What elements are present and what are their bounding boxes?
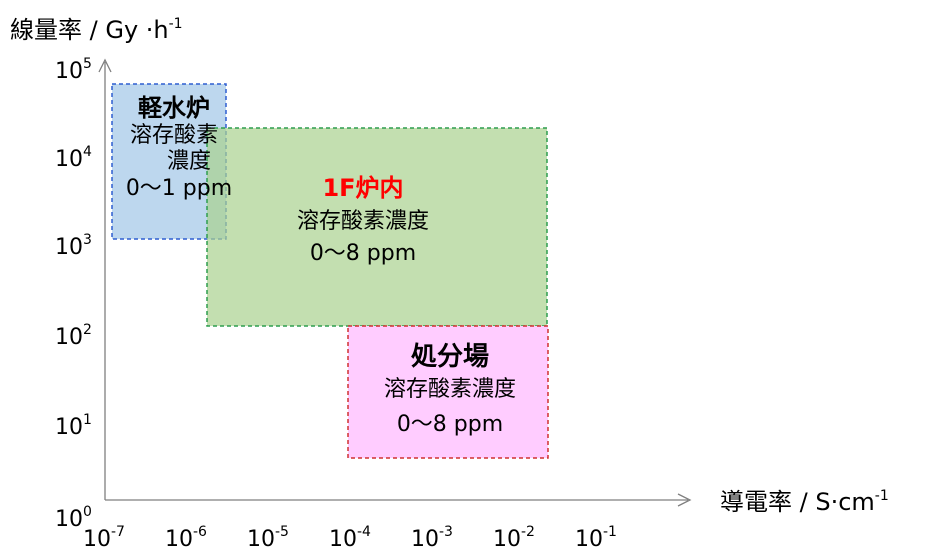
y-axis-title-main: 線量率 / Gy ·h <box>10 16 169 44</box>
y-axis-title: 線量率 / Gy ·h-1 <box>10 16 183 44</box>
region-1f-reactor <box>206 127 548 327</box>
y-tick-label: 103 <box>55 232 92 260</box>
disposal-oxygen-label: 溶存酸素濃度 <box>383 377 516 403</box>
x-tick-label: 10-6 <box>165 524 207 552</box>
region-disposal-site <box>347 325 549 459</box>
f1-title: 1F炉内 <box>322 174 404 202</box>
lwr-label-group: 軽水炉 溶存酸素 濃度 0〜1 ppm <box>112 94 236 202</box>
y-tick-label: 100 <box>55 504 92 532</box>
disposal-title: 処分場 <box>410 342 489 372</box>
y-axis-title-exponent: -1 <box>169 16 183 32</box>
y-tick-label: 105 <box>55 56 92 84</box>
lwr-oxygen-label: 溶存酸素 <box>129 122 218 148</box>
x-axis-title-main: 導電率 / S·cm <box>720 488 875 516</box>
lwr-range-label: 0〜1 ppm <box>125 175 233 201</box>
x-tick-label: 10-7 <box>83 524 125 552</box>
disposal-label-group: 処分場 溶存酸素濃度 0〜8 ppm <box>352 342 548 438</box>
f1-range-label: 0〜8 ppm <box>309 241 417 267</box>
disposal-range-label: 0〜8 ppm <box>396 411 504 437</box>
x-axis-title: 導電率 / S·cm-1 <box>720 488 889 516</box>
y-tick-label: 104 <box>55 144 92 172</box>
y-axis-ticks: 100 101 102 103 104 105 <box>55 56 92 532</box>
x-axis-title-exponent: -1 <box>875 488 889 504</box>
f1-label-group: 1F炉内 溶存酸素濃度 0〜8 ppm <box>258 174 468 268</box>
x-axis-arrow <box>677 493 692 507</box>
x-axis-ticks: 10-7 10-6 10-5 10-4 10-3 10-2 10-1 <box>83 524 617 552</box>
y-tick-label: 101 <box>55 412 92 440</box>
x-tick-label: 10-3 <box>411 524 453 552</box>
x-tick-label: 10-5 <box>247 524 289 552</box>
lwr-title: 軽水炉 <box>138 94 210 122</box>
f1-oxygen-label: 溶存酸素濃度 <box>296 208 429 234</box>
x-tick-label: 10-4 <box>329 524 371 552</box>
lwr-concentration-label: 濃度 <box>166 149 211 175</box>
y-axis-arrow <box>98 58 112 73</box>
x-tick-label: 10-1 <box>575 524 617 552</box>
x-tick-label: 10-2 <box>493 524 535 552</box>
y-tick-label: 102 <box>55 322 92 350</box>
